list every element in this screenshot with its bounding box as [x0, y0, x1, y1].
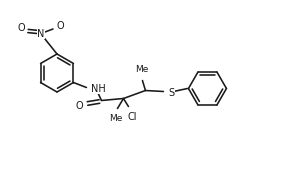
- Text: N: N: [37, 29, 45, 39]
- Text: O: O: [76, 100, 83, 110]
- Text: Cl: Cl: [128, 112, 137, 122]
- Text: Me: Me: [135, 65, 148, 74]
- Text: NH: NH: [91, 83, 106, 94]
- Text: O: O: [56, 21, 64, 31]
- Text: Me: Me: [109, 114, 122, 123]
- Text: O: O: [17, 23, 25, 33]
- Text: S: S: [168, 88, 175, 98]
